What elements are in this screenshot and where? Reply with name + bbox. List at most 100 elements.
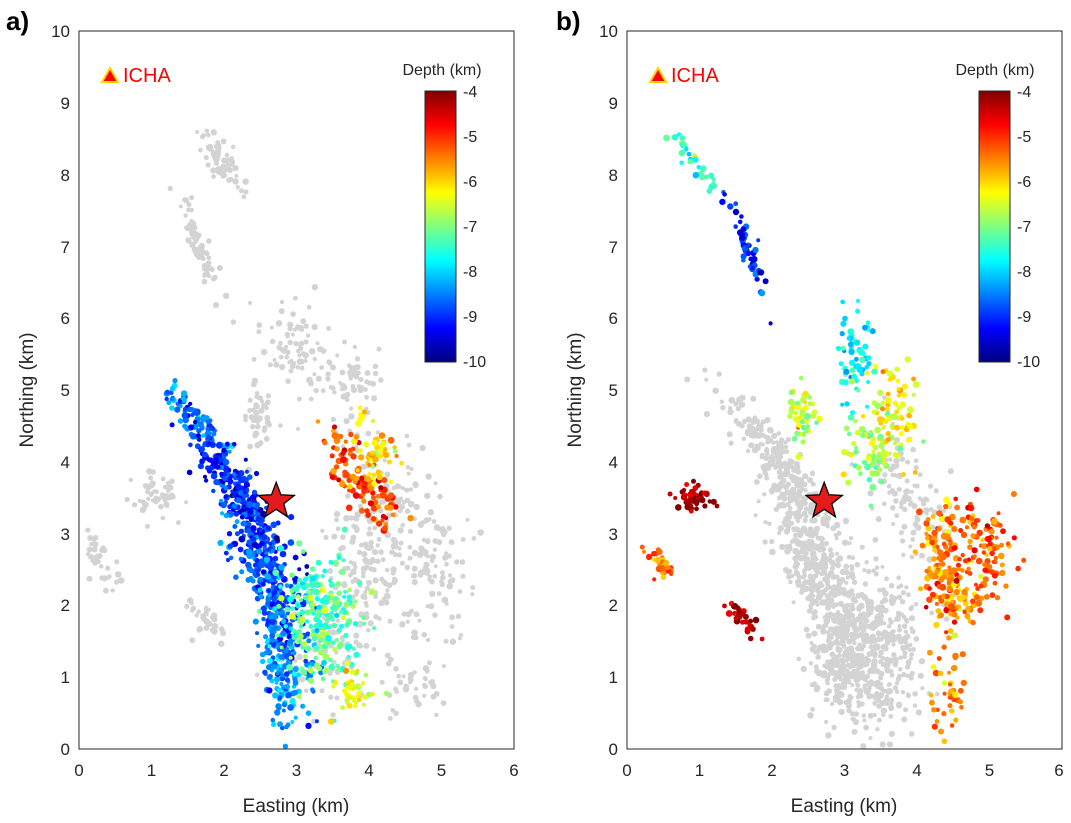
event-point — [311, 611, 316, 616]
background-event-point — [728, 440, 734, 446]
background-event-point — [933, 488, 939, 494]
event-point — [323, 594, 330, 601]
event-point — [300, 600, 307, 608]
background-event-point — [297, 353, 302, 358]
event-point — [296, 633, 304, 640]
event-point — [973, 486, 980, 493]
event-point — [320, 574, 325, 579]
event-point — [237, 490, 244, 496]
event-point — [876, 466, 883, 473]
background-event-point — [184, 225, 189, 230]
background-event-point — [148, 475, 154, 481]
background-event-point — [785, 436, 792, 443]
event-point — [352, 621, 359, 627]
event-point — [255, 515, 262, 522]
background-event-point — [250, 417, 257, 424]
background-event-point — [150, 498, 155, 503]
x-tick-label: 2 — [219, 761, 228, 780]
background-event-point — [436, 526, 442, 532]
background-event-point — [439, 579, 444, 585]
event-point — [938, 612, 944, 619]
event-point — [383, 690, 389, 697]
background-event-point — [378, 549, 384, 555]
background-event-point — [911, 503, 918, 509]
background-event-point — [471, 536, 477, 541]
background-event-point — [364, 564, 370, 571]
event-point — [856, 298, 860, 303]
event-point — [1015, 565, 1021, 572]
event-point — [370, 464, 376, 469]
background-event-point — [903, 639, 908, 645]
event-point — [202, 442, 207, 448]
background-event-point — [824, 678, 829, 683]
background-event-point — [443, 638, 449, 644]
background-event-point — [401, 611, 407, 617]
background-event-point — [859, 624, 866, 631]
background-event-point — [868, 644, 874, 650]
background-event-point — [843, 621, 849, 627]
background-event-point — [400, 522, 406, 528]
event-point — [241, 475, 247, 482]
mainshock-star-icon — [256, 480, 297, 519]
event-point — [855, 464, 862, 471]
event-point — [315, 559, 322, 566]
background-event-point — [454, 559, 460, 565]
background-event-point — [896, 486, 902, 492]
background-event-point — [406, 442, 412, 448]
background-event-point — [842, 540, 847, 545]
event-point — [750, 265, 755, 271]
event-point — [901, 472, 906, 477]
event-point — [285, 611, 290, 616]
event-point — [252, 618, 259, 625]
background-event-point — [264, 405, 269, 411]
event-point — [699, 165, 707, 172]
event-point — [923, 520, 930, 527]
background-event-point — [344, 566, 350, 572]
background-event-point — [371, 395, 378, 402]
background-event-point — [404, 508, 411, 514]
background-event-point — [802, 517, 808, 524]
background-event-point — [264, 419, 271, 426]
event-point — [745, 630, 750, 635]
background-event-point — [824, 556, 830, 562]
event-point — [357, 485, 362, 490]
event-point — [321, 659, 327, 666]
colorbar-tick-label: -5 — [463, 129, 477, 146]
background-event-point — [429, 578, 434, 583]
event-point — [929, 539, 936, 546]
event-point — [706, 188, 713, 194]
background-event-point — [70, 560, 74, 564]
background-event-point — [842, 649, 850, 657]
event-point — [912, 549, 918, 555]
event-point — [655, 547, 661, 553]
background-event-point — [387, 582, 392, 587]
background-event-point — [820, 536, 825, 542]
background-event-point — [101, 575, 108, 582]
background-event-point — [191, 246, 198, 253]
event-point — [684, 146, 689, 152]
event-point — [307, 667, 314, 674]
event-point — [989, 550, 995, 557]
event-point — [244, 493, 250, 498]
colorbar-tick-label: -4 — [463, 84, 477, 101]
event-point — [380, 518, 385, 523]
event-point — [898, 431, 904, 437]
event-point — [897, 445, 904, 452]
event-point — [206, 457, 212, 463]
event-point — [360, 681, 366, 686]
background-event-point — [929, 610, 935, 616]
background-event-point — [913, 458, 919, 464]
background-event-point — [370, 556, 376, 562]
background-event-point — [862, 686, 867, 690]
background-event-point — [751, 420, 756, 425]
background-event-point — [844, 580, 849, 586]
event-point — [335, 663, 340, 669]
background-event-point — [810, 557, 816, 563]
background-event-point — [440, 700, 447, 706]
background-event-point — [924, 497, 930, 503]
background-event-point — [160, 492, 164, 497]
background-event-point — [412, 481, 419, 489]
background-event-point — [293, 658, 298, 663]
event-point — [288, 655, 293, 660]
event-point — [931, 529, 938, 537]
